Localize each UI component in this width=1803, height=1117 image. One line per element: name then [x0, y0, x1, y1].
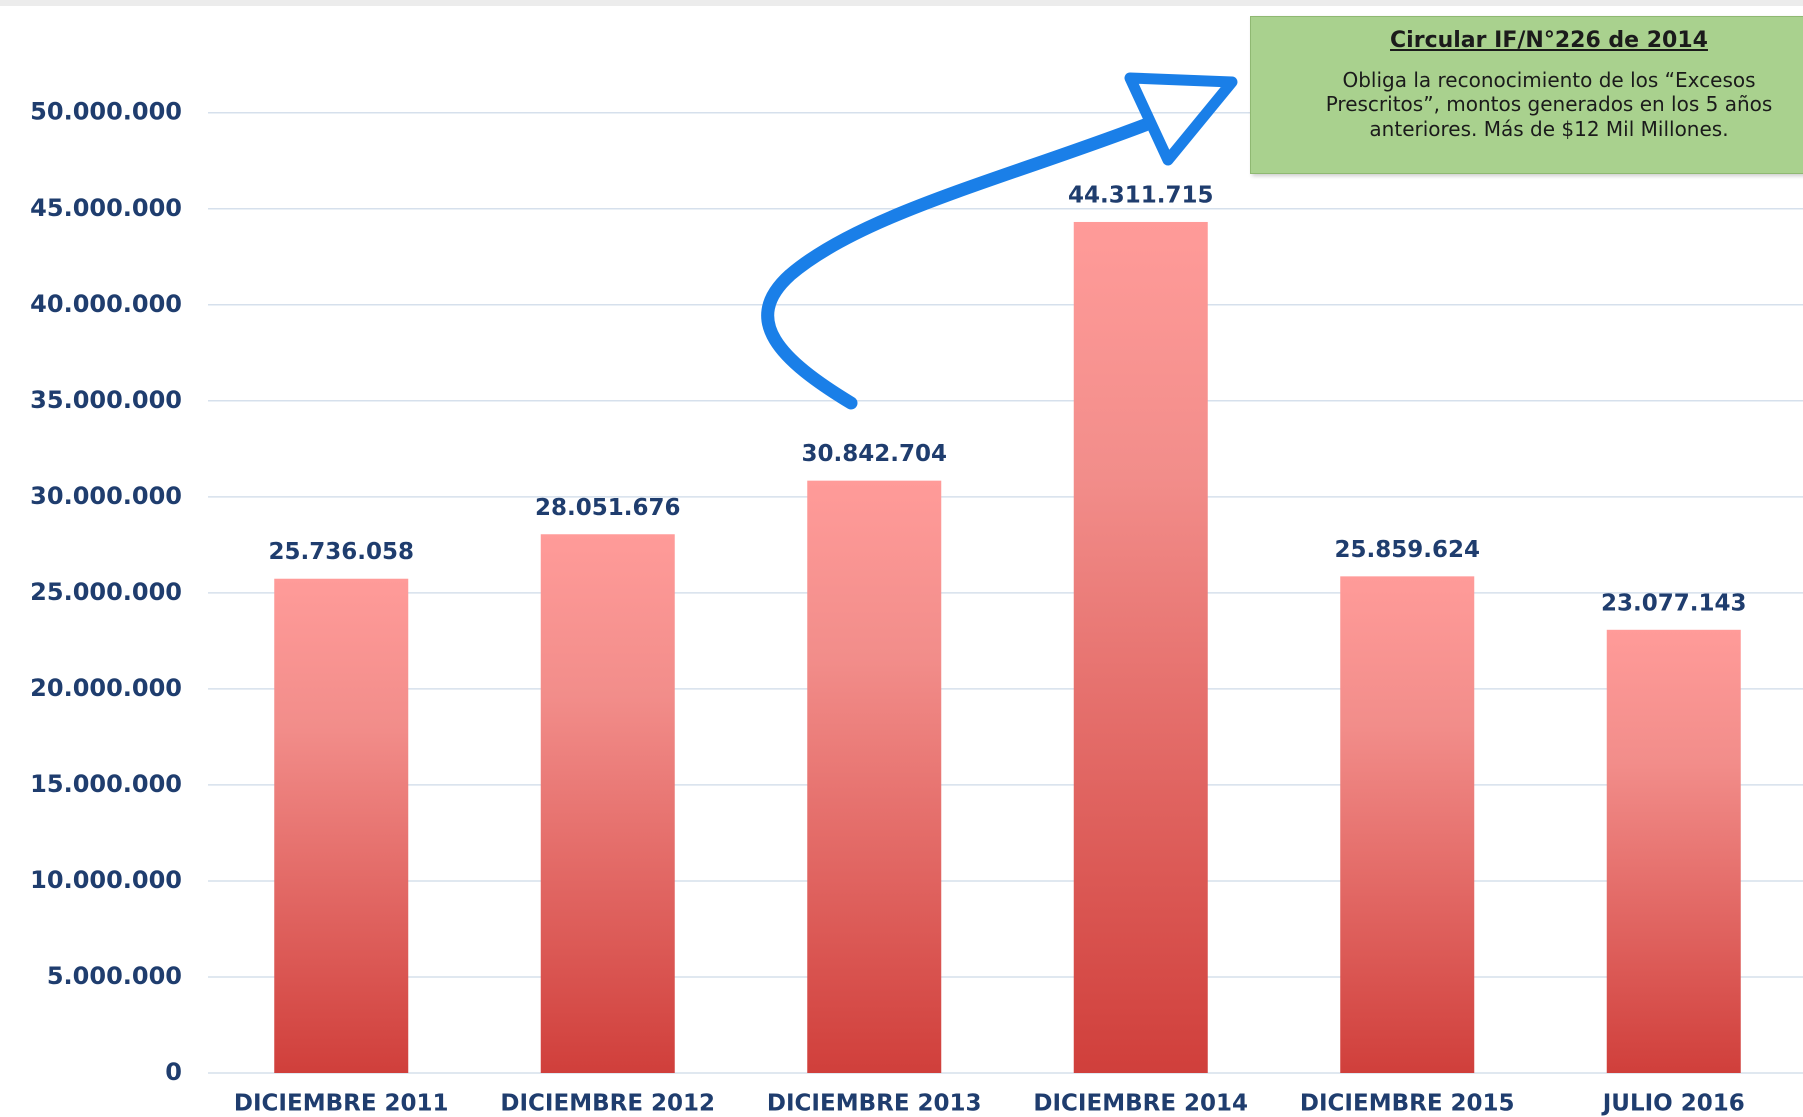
x-tick-label: JULIO 2016: [1601, 1091, 1745, 1117]
value-label: 30.842.704: [801, 441, 947, 467]
value-label: 23.077.143: [1601, 590, 1747, 616]
y-tick-label: 0: [165, 1058, 182, 1086]
annotation-title: Circular IF/N°226 de 2014: [1390, 28, 1708, 53]
bar: [540, 534, 675, 1073]
arrow-curve: [761, 118, 1152, 410]
bar: [807, 480, 942, 1073]
bar: [1340, 576, 1475, 1073]
annotation-line: Prescritos”, montos generados en los 5 a…: [1325, 92, 1773, 116]
y-tick-label: 35.000.000: [30, 386, 182, 414]
y-tick-label: 10.000.000: [30, 866, 182, 894]
value-label: 25.736.058: [268, 539, 414, 565]
y-tick-label: 25.000.000: [30, 578, 182, 606]
y-tick-label: 50.000.000: [30, 98, 182, 126]
x-tick-label: DICIEMBRE 2012: [500, 1091, 715, 1117]
annotation-box: Circular IF/N°226 de 2014 Obliga la reco…: [1250, 16, 1803, 174]
x-tick-label: DICIEMBRE 2013: [767, 1091, 982, 1117]
top-band: [0, 0, 1803, 6]
x-tick-label: DICIEMBRE 2015: [1300, 1091, 1515, 1117]
y-tick-label: 30.000.000: [30, 482, 182, 510]
y-tick-label: 5.000.000: [47, 962, 182, 990]
y-tick-label: 40.000.000: [30, 290, 182, 318]
x-tick-label: DICIEMBRE 2014: [1033, 1091, 1248, 1117]
y-tick-label: 20.000.000: [30, 674, 182, 702]
plot: 0 5.000.000 10.000.000 15.000.000 20.000.000…: [30, 98, 1803, 1117]
value-label: 44.311.715: [1068, 182, 1214, 208]
bar: [274, 578, 409, 1073]
value-label: 25.859.624: [1334, 537, 1480, 563]
annotation-line: Obliga la reconocimiento de los “Excesos: [1342, 67, 1756, 92]
bar: [1606, 629, 1741, 1073]
arrow-head: [1124, 72, 1238, 166]
y-tick-label: 45.000.000: [30, 194, 182, 222]
x-tick-label: DICIEMBRE 2011: [234, 1091, 449, 1117]
bar: [1073, 221, 1208, 1073]
y-tick-label: 15.000.000: [30, 770, 182, 798]
value-label: 28.051.676: [535, 495, 681, 521]
annotation-line: anteriores. Más de $12 Mil Millones.: [1369, 116, 1729, 141]
